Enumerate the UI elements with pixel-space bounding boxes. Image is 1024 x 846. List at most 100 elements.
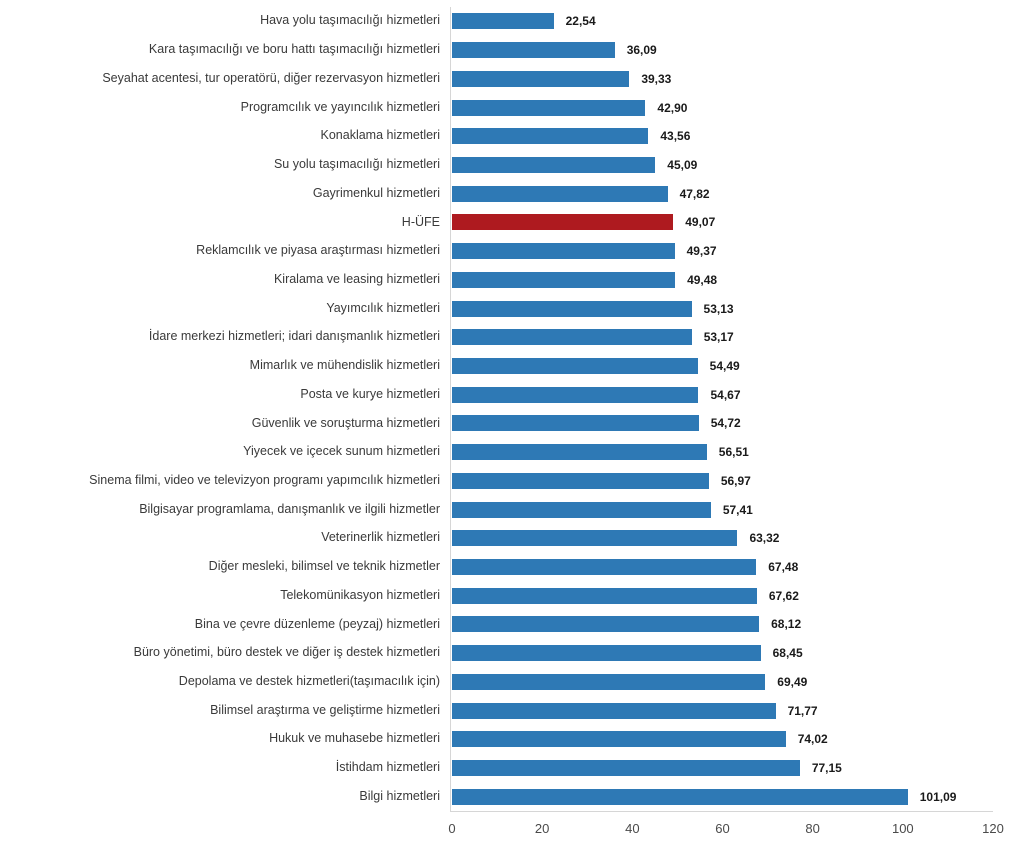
chart-row: İdare merkezi hizmetleri; idari danışman… <box>0 323 993 352</box>
chart-row: Veterinerlik hizmetleri 63,32 <box>0 524 993 553</box>
chart-row: Mimarlık ve mühendislik hizmetleri 54,49 <box>0 352 993 381</box>
bar <box>452 271 676 288</box>
value-label: 36,09 <box>626 43 657 58</box>
category-label: Veterinerlik hizmetleri <box>321 530 440 545</box>
bar <box>452 788 908 805</box>
bar <box>452 616 760 633</box>
category-label: Büro yönetimi, büro destek ve diğer iş d… <box>133 645 440 660</box>
x-axis-tick: 60 <box>715 821 730 836</box>
value-label: 69,49 <box>777 674 808 689</box>
value-label: 22,54 <box>565 14 596 29</box>
chart-row: Gayrimenkul hizmetleri 47,82 <box>0 179 993 208</box>
value-label: 53,17 <box>703 330 734 345</box>
bar <box>452 760 800 777</box>
category-label: Bilgi hizmetleri <box>359 788 440 803</box>
category-label: Yayımcılık hizmetleri <box>326 300 440 315</box>
value-label: 63,32 <box>749 531 780 546</box>
value-label: 54,67 <box>710 387 741 402</box>
bar-track: 67,62 <box>452 581 993 610</box>
x-axis: 0 20 40 60 80 100 120 <box>448 821 1003 839</box>
bar-track: 54,72 <box>452 409 993 438</box>
bar-track: 36,09 <box>452 36 993 65</box>
value-label: 49,37 <box>686 244 717 259</box>
category-label: Güvenlik ve soruşturma hizmetleri <box>251 415 440 430</box>
bar <box>452 559 757 576</box>
chart-row: Bilgi hizmetleri 101,09 <box>0 782 993 811</box>
category-label: Reklamcılık ve piyasa araştırması hizmet… <box>196 243 440 258</box>
x-axis-tick: 80 <box>805 821 820 836</box>
bar <box>452 731 786 748</box>
chart-row: Programcılık ve yayıncılık hizmetleri 42,… <box>0 93 993 122</box>
bar <box>452 70 630 87</box>
bar <box>452 243 675 260</box>
category-label: Kiralama ve leasing hizmetleri <box>273 271 440 286</box>
bar-track: 77,15 <box>452 754 993 783</box>
bar <box>452 530 738 547</box>
category-label: Hukuk ve muhasebe hizmetleri <box>269 731 440 746</box>
value-label: 39,33 <box>641 71 672 86</box>
bar <box>452 99 646 116</box>
bar <box>452 501 711 518</box>
bar <box>452 185 668 202</box>
bar <box>452 329 692 346</box>
value-label: 56,97 <box>720 473 751 488</box>
chart-row: Hukuk ve muhasebe hizmetleri 74,02 <box>0 725 993 754</box>
bar <box>452 300 692 317</box>
chart-row: Yayımcılık hizmetleri 53,13 <box>0 294 993 323</box>
category-label: Bilgisayar programlama, danışmanlık ve i… <box>139 501 440 516</box>
bar-track: 74,02 <box>452 725 993 754</box>
category-label: Bina ve çevre düzenleme (peyzaj) hizmetl… <box>194 616 440 631</box>
chart-row: H-ÜFE 49,07 <box>0 208 993 237</box>
category-label: Telekomünikasyon hizmetleri <box>280 587 440 602</box>
category-label: Mimarlık ve mühendislik hizmetleri <box>249 358 440 373</box>
category-label: Programcılık ve yayıncılık hizmetleri <box>240 99 440 114</box>
chart-row: Posta ve kurye hizmetleri 54,67 <box>0 380 993 409</box>
bar-track: 57,41 <box>452 495 993 524</box>
highlight-bar <box>452 214 674 231</box>
bar <box>452 702 776 719</box>
bar <box>452 587 757 604</box>
chart-row: Kara taşımacılığı ve boru hattı taşımacı… <box>0 36 993 65</box>
category-label: Sinema filmi, video ve televizyon progra… <box>89 472 440 487</box>
chart-row: Depolama ve destek hizmetleri(taşımacılı… <box>0 668 993 697</box>
value-label: 47,82 <box>679 186 710 201</box>
bar <box>452 444 707 461</box>
value-label: 56,51 <box>718 445 749 460</box>
bar <box>452 42 615 59</box>
bar-track: 63,32 <box>452 524 993 553</box>
category-label: Kara taşımacılığı ve boru hattı taşımacı… <box>148 42 440 57</box>
category-label: İstihdam hizmetleri <box>335 760 440 775</box>
value-label: 77,15 <box>811 761 842 776</box>
bar-track: 49,07 <box>452 208 993 237</box>
bar <box>452 357 698 374</box>
bar-track: 54,49 <box>452 352 993 381</box>
bar-track: 53,13 <box>452 294 993 323</box>
category-label: Depolama ve destek hizmetleri(taşımacılı… <box>178 674 440 689</box>
value-label: 68,12 <box>771 617 802 632</box>
value-label: 74,02 <box>797 732 828 747</box>
category-label: Bilimsel araştırma ve geliştirme hizmetl… <box>210 702 440 717</box>
value-label: 43,56 <box>660 129 691 144</box>
value-label: 54,49 <box>709 358 740 373</box>
chart-row: Konaklama hizmetleri 43,56 <box>0 122 993 151</box>
category-label: Su yolu taşımacılığı hizmetleri <box>273 157 440 172</box>
x-axis-tick: 20 <box>534 821 550 836</box>
bar-track: 43,56 <box>452 122 993 151</box>
bar-track: 54,67 <box>452 380 993 409</box>
x-axis-tick: 100 <box>891 821 914 836</box>
category-label: Gayrimenkul hizmetleri <box>312 185 440 200</box>
bar-track: 49,48 <box>452 265 993 294</box>
bar-track: 39,33 <box>452 64 993 93</box>
value-label: 53,13 <box>703 301 734 316</box>
value-label: 67,48 <box>768 560 799 575</box>
category-label: Seyahat acentesi, tur operatörü, diğer r… <box>102 70 440 85</box>
bar-track: 68,12 <box>452 610 993 639</box>
category-label: Hava yolu taşımacılığı hizmetleri <box>260 13 440 28</box>
chart-row: Reklamcılık ve piyasa araştırması hizmet… <box>0 237 993 266</box>
chart-row: Bilimsel araştırma ve geliştirme hizmetl… <box>0 696 993 725</box>
bar-track: 69,49 <box>452 668 993 697</box>
x-axis-tick: 120 <box>982 821 1004 836</box>
chart-row: Telekomünikasyon hizmetleri 67,62 <box>0 581 993 610</box>
chart-row: Sinema filmi, video ve televizyon progra… <box>0 467 993 496</box>
